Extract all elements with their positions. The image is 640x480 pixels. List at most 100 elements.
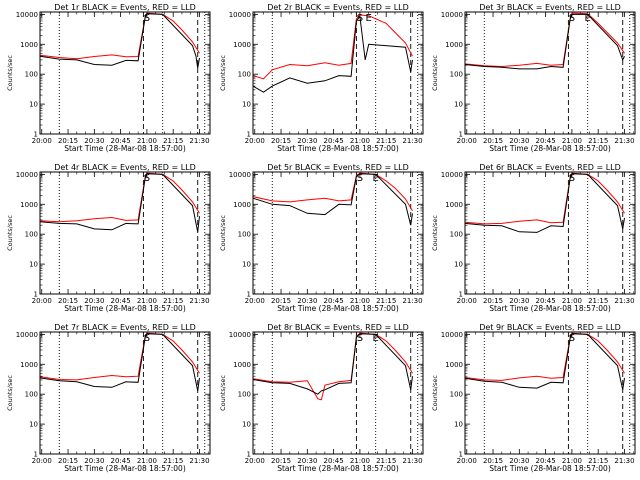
chart-title: Det 1r BLACK = Events, RED = LLD [54,3,196,12]
marker-annotation: S [144,173,150,184]
x-axis-label: Start Time (28-Mar-08 18:57:00) [64,304,186,313]
x-tick-label: 20:15 [271,137,291,145]
events-series-line [39,173,200,232]
x-tick-label: 21:00 [137,137,157,145]
lld-series-line [252,14,413,80]
y-tick-label: 100 [238,71,251,79]
y-axis-label: Counts/sec [6,55,14,91]
chart-title: Det 3r BLACK = Events, RED = LLD [479,3,621,12]
x-tick-label: 21:15 [588,457,608,465]
x-axis-label: Start Time (28-Mar-08 18:57:00) [277,144,399,153]
x-tick-label: 20:15 [483,457,503,465]
y-tick-label: 1000 [20,201,38,209]
x-tick-label: 21:30 [402,137,422,145]
x-tick-label: 21:15 [588,137,608,145]
x-axis-label: Start Time (28-Mar-08 18:57:00) [277,304,399,313]
marker-annotation: S [357,333,363,344]
y-tick-label: 10 [242,421,251,429]
x-tick-label: 20:45 [324,297,344,305]
plot-frame [464,171,636,295]
lld-series-line [39,12,200,60]
chart-title: Det 9r BLACK = Events, RED = LLD [479,323,621,332]
marker-annotation: E [373,173,379,184]
events-series-line [252,173,413,226]
x-tick-label: 20:15 [271,297,291,305]
x-tick-label: 21:15 [163,137,183,145]
events-series-line [464,333,625,390]
chart-title: Det 7r BLACK = Events, RED = LLD [54,323,196,332]
x-tick-label: 21:30 [189,297,209,305]
x-axis-label: Start Time (28-Mar-08 18:57:00) [489,464,611,473]
y-tick-label: 1 [247,131,251,139]
chart-panel-5: Det 5r BLACK = Events, RED = LLD Counts/s… [219,163,424,313]
y-tick-label: 1000 [233,201,251,209]
x-axis-label: Start Time (28-Mar-08 18:57:00) [489,144,611,153]
x-tick-label: 20:00 [457,137,477,145]
x-tick-label: 21:15 [163,297,183,305]
y-axis-label: Counts/sec [6,375,14,411]
y-tick-label: 10000 [229,11,251,19]
x-tick-label: 21:15 [376,297,396,305]
x-tick-label: 21:00 [350,457,370,465]
y-tick-label: 10000 [16,11,38,19]
x-tick-label: 20:45 [324,457,344,465]
x-tick-label: 20:00 [32,137,52,145]
x-axis-label: Start Time (28-Mar-08 18:57:00) [277,464,399,473]
x-tick-label: 20:15 [483,297,503,305]
marker-annotation: S [357,173,363,184]
x-tick-label: 20:15 [58,137,78,145]
marker-annotation: S [569,333,575,344]
x-tick-label: 20:00 [457,457,477,465]
x-tick-label: 20:45 [111,297,131,305]
x-tick-label: 20:00 [245,297,265,305]
x-tick-label: 20:30 [84,297,104,305]
chart-panel-8: Det 8r BLACK = Events, RED = LLD Counts/s… [219,323,424,473]
x-tick-label: 21:30 [614,137,634,145]
x-tick-label: 21:30 [402,457,422,465]
y-tick-label: 10000 [441,331,463,339]
y-tick-label: 10 [454,261,463,269]
x-tick-label: 20:00 [32,297,52,305]
plot-frame [39,11,211,135]
x-tick-label: 21:00 [562,137,582,145]
y-tick-label: 10 [242,101,251,109]
chart-panel-3: Det 3r BLACK = Events, RED = LLD Counts/s… [431,3,636,153]
x-tick-label: 21:15 [163,457,183,465]
chart-panel-9: Det 9r BLACK = Events, RED = LLD Counts/s… [431,323,636,473]
events-series-line [464,13,625,70]
x-tick-label: 21:30 [614,297,634,305]
x-tick-label: 20:00 [245,457,265,465]
x-tick-label: 21:30 [402,297,422,305]
y-tick-label: 1000 [233,361,251,369]
plot-frame [39,331,211,455]
y-tick-label: 1 [459,291,463,299]
y-tick-label: 1 [34,451,38,459]
plot-frame [464,11,636,135]
x-tick-label: 20:15 [483,137,503,145]
y-tick-label: 100 [25,71,38,79]
lld-series-line [464,172,625,225]
x-tick-label: 20:00 [457,297,477,305]
x-axis-label: Start Time (28-Mar-08 18:57:00) [64,464,186,473]
x-tick-label: 21:00 [562,457,582,465]
x-tick-label: 20:30 [297,137,317,145]
marker-annotation: S [144,13,150,24]
lld-series-line [39,172,200,223]
plot-frame [252,11,424,135]
y-tick-label: 1 [247,291,251,299]
y-tick-label: 100 [25,231,38,239]
y-tick-label: 10000 [229,331,251,339]
events-series-line [464,173,625,233]
y-tick-label: 10 [454,101,463,109]
plot-frame [252,171,424,295]
x-axis-label: Start Time (28-Mar-08 18:57:00) [64,144,186,153]
y-tick-label: 1000 [233,41,251,49]
x-tick-label: 20:45 [536,457,556,465]
x-tick-label: 20:30 [509,457,529,465]
chart-title: Det 6r BLACK = Events, RED = LLD [479,163,621,172]
y-tick-label: 100 [238,391,251,399]
marker-annotation: S [357,13,363,24]
x-tick-label: 21:00 [350,297,370,305]
y-tick-label: 1 [459,451,463,459]
